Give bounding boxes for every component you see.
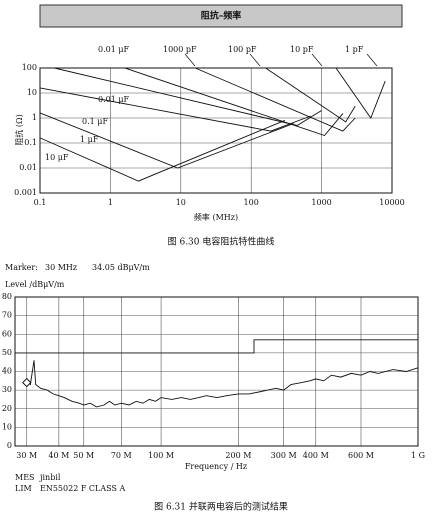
series-line	[335, 67, 386, 119]
series-line	[39, 112, 294, 169]
series-line	[54, 67, 322, 126]
title-banner	[39, 4, 403, 28]
plot-frame	[14, 296, 419, 447]
y-tick-label: 0.01	[19, 163, 37, 172]
label-arrow	[249, 53, 261, 67]
series-line	[265, 67, 356, 123]
x-tick-label: 50 M	[73, 451, 94, 460]
legend-entry: EN55022 F CLASS A	[40, 484, 126, 493]
caption: 图 6.30 电容阻抗特性曲线	[168, 236, 275, 248]
y-tick-label: 0.1	[24, 138, 37, 147]
x-tick-label: 100	[244, 198, 259, 207]
marker-label: Marker:	[5, 263, 38, 272]
series-label: 0.1 μF	[82, 117, 108, 126]
caption: 图 6.31 并联两电容后的测试结果	[154, 501, 288, 513]
label-arrow	[311, 53, 323, 67]
annotation: 0.01 μF	[98, 45, 130, 54]
label-arrow	[184, 53, 196, 67]
series-line	[195, 67, 356, 132]
legend-entry: jinbil	[39, 473, 61, 482]
x-tick-label: 1	[108, 198, 113, 207]
y-tick-label: 100	[22, 63, 37, 72]
x-tick-label: 200 M	[225, 451, 251, 460]
series-label: 10 pF	[290, 45, 314, 54]
x-tick-label: 10	[176, 198, 186, 207]
series-label: 10 μF	[45, 153, 69, 162]
legend-key: LIM	[15, 484, 32, 493]
x-tick-label: 1000	[311, 198, 331, 207]
marker-level: 34.05 dBμV/m	[92, 263, 150, 272]
y-tick-label: 0.001	[14, 188, 37, 197]
y-tick-label: 10	[27, 88, 37, 97]
x-axis-label: Frequency / Hz	[185, 462, 247, 471]
series-line	[39, 119, 285, 182]
y-tick-label: 20	[2, 404, 12, 413]
label-arrow	[366, 53, 378, 67]
series-line	[124, 67, 344, 137]
x-tick-label: 70 M	[111, 451, 132, 460]
y-axis-label: Level /dBμV/m	[5, 280, 65, 289]
y-tick-label: 10	[2, 422, 12, 431]
plot-frame	[39, 67, 393, 194]
series-line	[15, 339, 418, 354]
y-tick-label: 70	[2, 311, 12, 320]
x-tick-label: 10000	[379, 198, 404, 207]
series-label: 0.01 μF	[98, 95, 130, 104]
series-label: 1 pF	[345, 45, 364, 54]
series-label: 1000 pF	[163, 45, 197, 54]
marker-freq: 30 MHz	[45, 263, 77, 272]
y-tick-label: 30	[2, 385, 12, 394]
x-tick-label: 400 M	[303, 451, 329, 460]
series-label: 100 pF	[228, 45, 257, 54]
x-tick-label: 600 M	[348, 451, 374, 460]
x-tick-label: 30 M	[16, 451, 37, 460]
series-label: 1 μF	[80, 135, 99, 144]
x-axis-label: 频率 (MHz)	[194, 212, 238, 222]
y-tick-label: 0	[7, 441, 12, 450]
legend-key: MES	[15, 473, 35, 482]
x-tick-label: 100 M	[148, 451, 174, 460]
y-axis-label: 阻抗 (Ω)	[14, 114, 24, 145]
series-line	[26, 360, 419, 408]
x-tick-label: 0.1	[34, 198, 47, 207]
y-tick-label: 80	[2, 292, 12, 301]
y-tick-label: 60	[2, 329, 12, 338]
chart-title: 阻抗–频率	[201, 10, 242, 22]
x-tick-label: 1 G	[411, 451, 425, 460]
x-tick-label: 40 M	[48, 451, 69, 460]
y-tick-label: 50	[2, 348, 12, 357]
x-tick-label: 300 M	[271, 451, 297, 460]
y-tick-label: 40	[2, 367, 12, 376]
marker-point	[22, 377, 32, 388]
series-line	[39, 87, 311, 132]
y-tick-label: 1	[32, 113, 37, 122]
